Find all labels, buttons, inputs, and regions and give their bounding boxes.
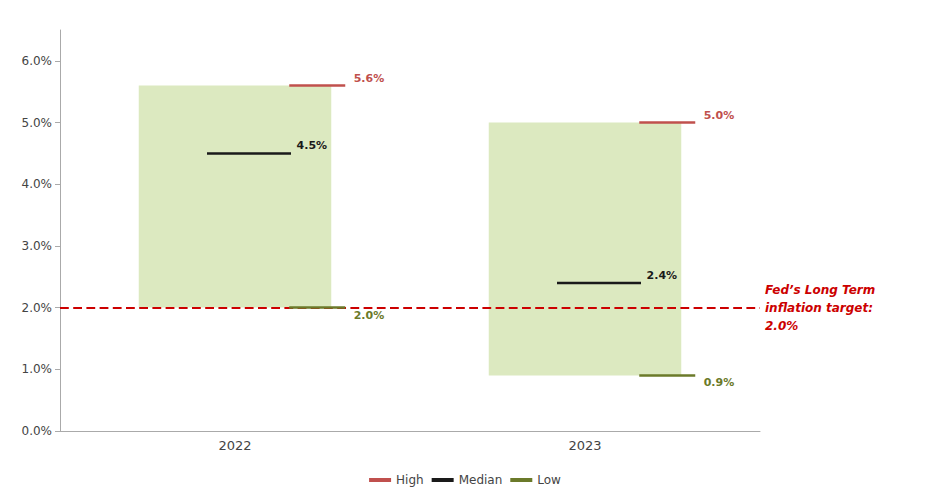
svg-text:Median: Median [459, 473, 503, 487]
svg-text:2.0%: 2.0% [765, 319, 798, 333]
svg-text:Fed’s Long Term: Fed’s Long Term [765, 283, 875, 297]
svg-text:2023: 2023 [568, 438, 601, 453]
svg-text:0.9%: 0.9% [704, 376, 735, 389]
svg-text:2.0%: 2.0% [354, 309, 385, 322]
svg-text:1.0%: 1.0% [22, 362, 53, 376]
svg-text:Low: Low [537, 473, 561, 487]
svg-text:4.0%: 4.0% [22, 177, 53, 191]
svg-text:5.0%: 5.0% [22, 116, 53, 130]
svg-text:3.0%: 3.0% [22, 239, 53, 253]
svg-text:High: High [396, 473, 424, 487]
svg-text:2022: 2022 [218, 438, 251, 453]
svg-text:inflation target:: inflation target: [765, 301, 873, 315]
svg-text:5.0%: 5.0% [704, 109, 735, 122]
svg-text:4.5%: 4.5% [297, 139, 328, 152]
svg-text:2.4%: 2.4% [647, 269, 678, 282]
svg-text:0.0%: 0.0% [22, 424, 53, 438]
svg-text:5.6%: 5.6% [354, 72, 385, 85]
svg-text:6.0%: 6.0% [22, 54, 53, 68]
svg-text:2.0%: 2.0% [22, 301, 53, 315]
